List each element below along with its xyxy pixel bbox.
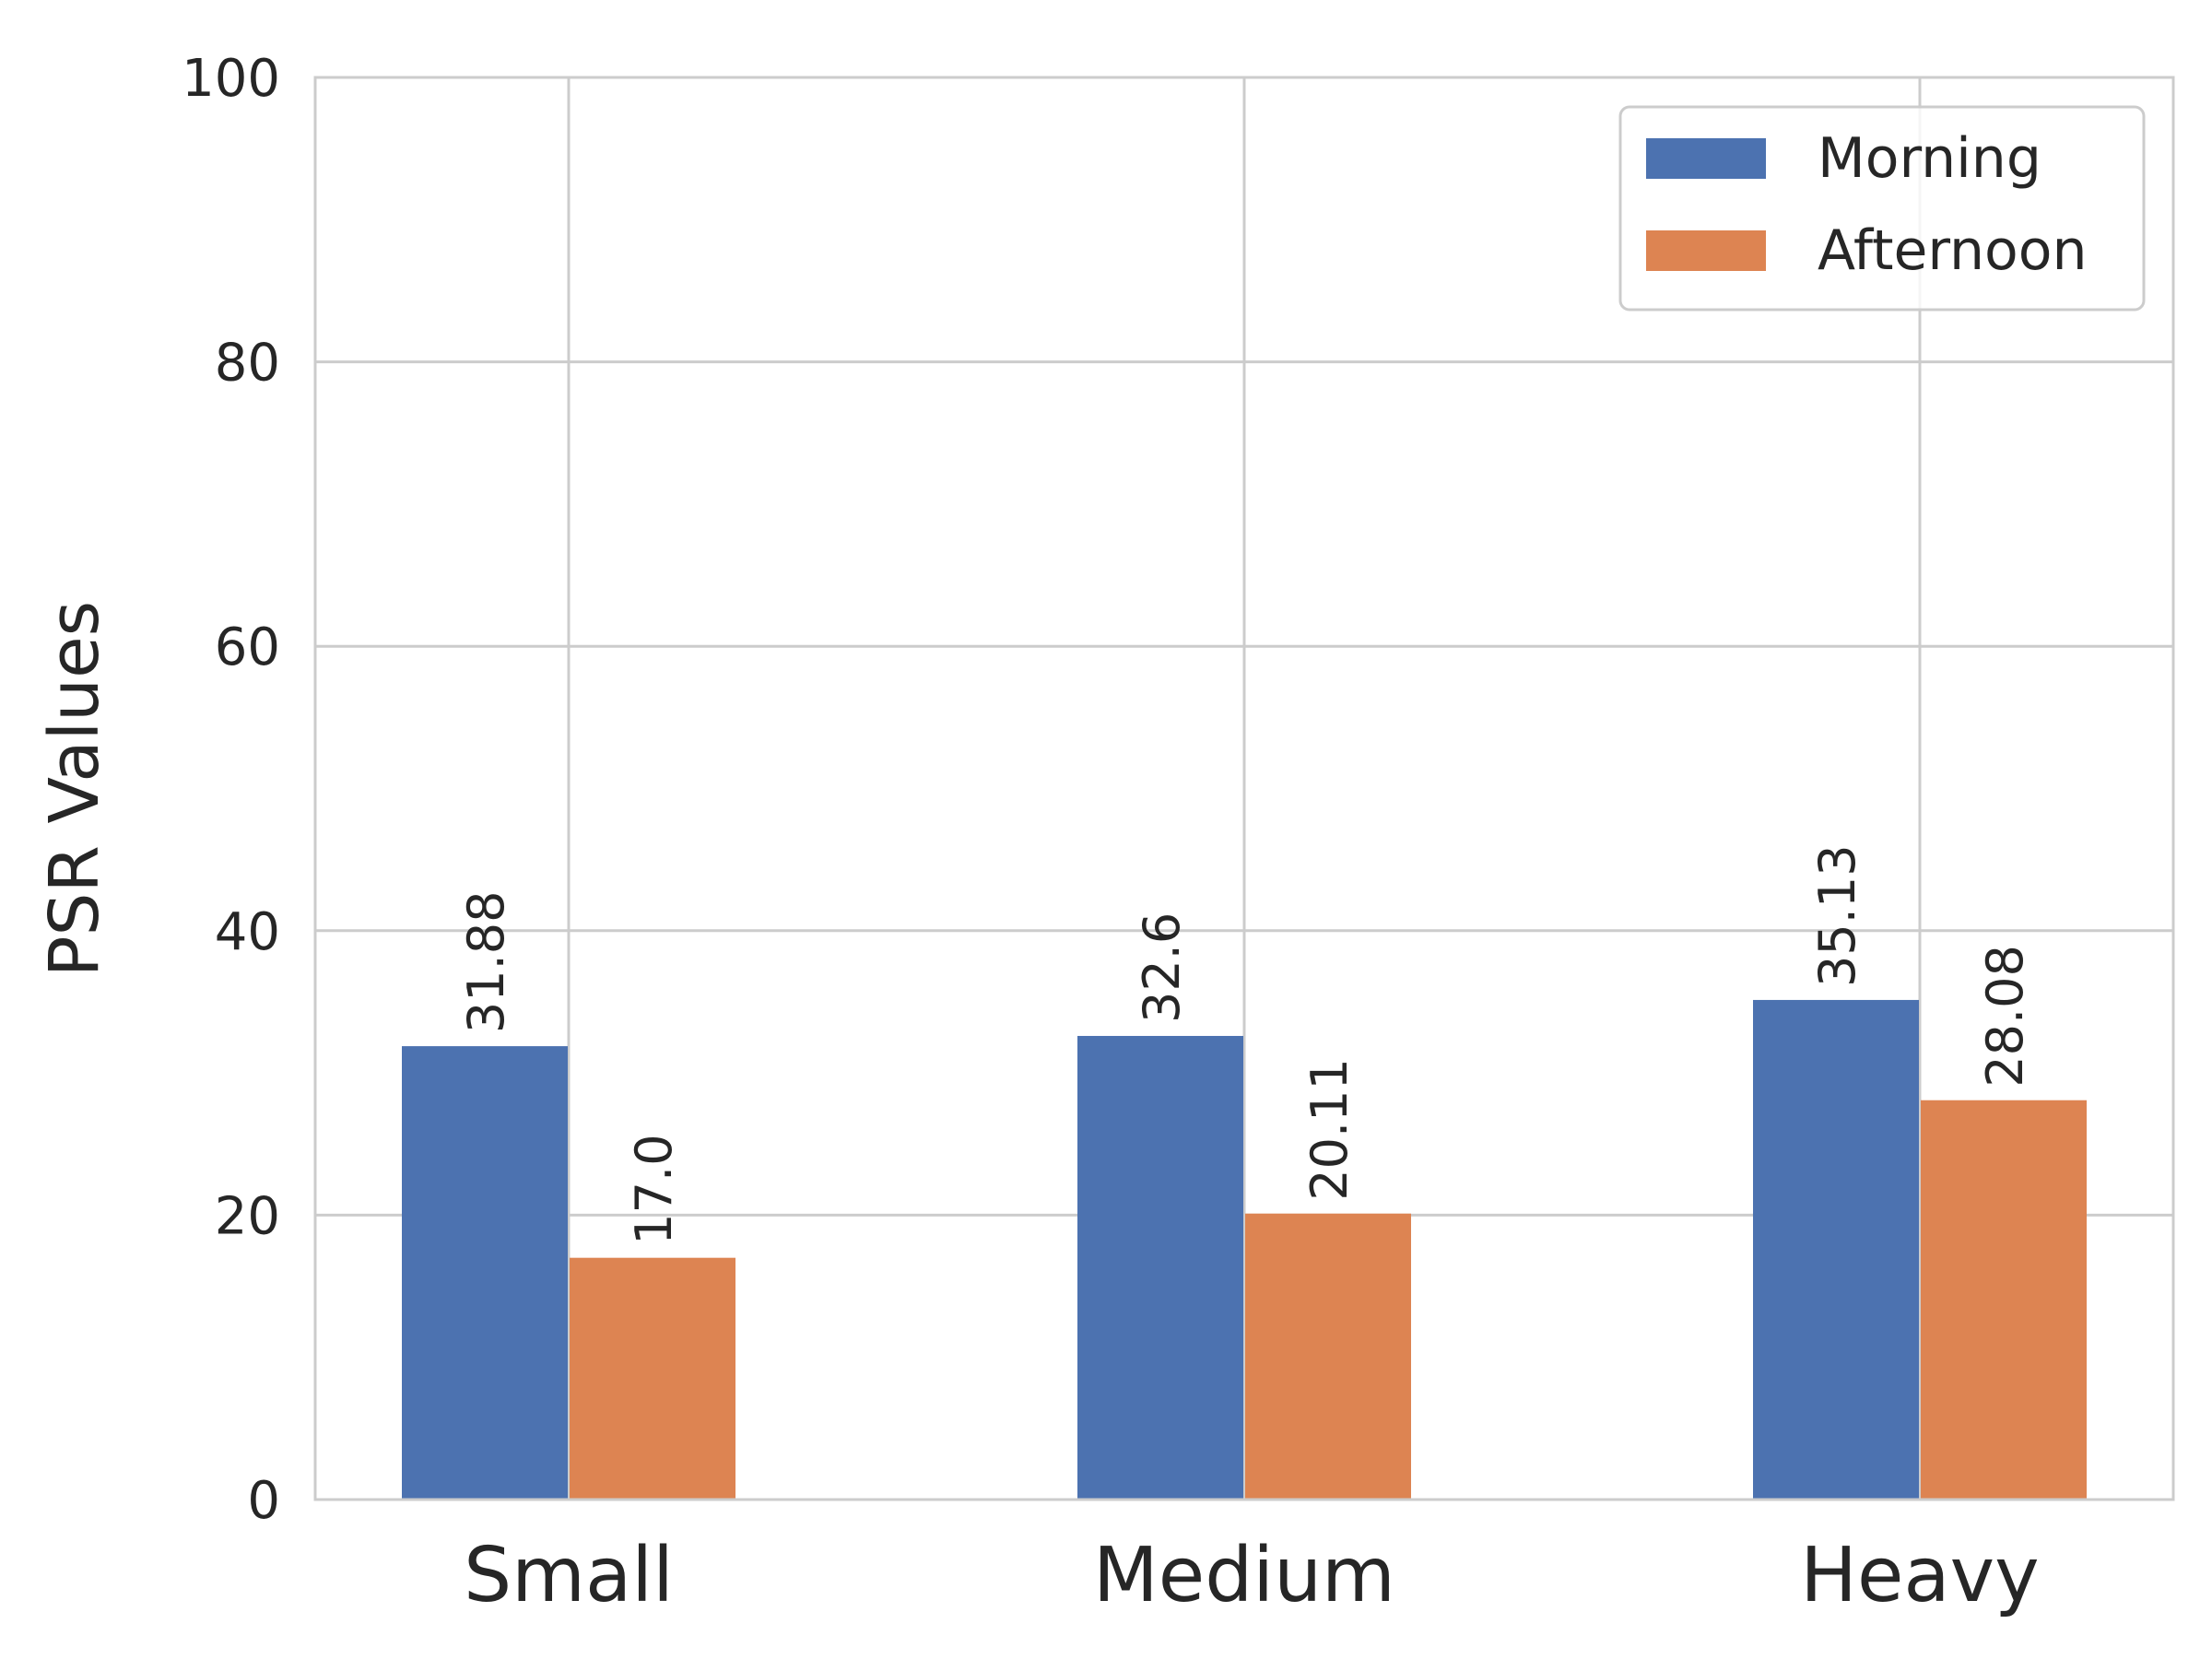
bar-morning-heavy <box>1753 999 1919 1500</box>
legend-label-afternoon: Afternoon <box>1818 218 2088 283</box>
y-tick-label: 80 <box>215 334 280 394</box>
x-tick-label: Heavy <box>1800 1532 2039 1619</box>
y-tick-label: 100 <box>182 49 280 109</box>
data-label: 20.11 <box>1300 1058 1359 1201</box>
y-tick-label: 40 <box>215 902 280 962</box>
x-tick-labels: Small Medium Heavy <box>464 1532 2040 1619</box>
legend-swatch-morning <box>1646 138 1766 179</box>
x-tick-label: Medium <box>1093 1532 1395 1619</box>
legend-label-morning: Morning <box>1818 126 2041 191</box>
data-label: 31.88 <box>457 890 515 1033</box>
bar-afternoon-heavy <box>1921 1100 2087 1500</box>
bar-morning-small <box>402 1046 568 1500</box>
plot-border <box>313 76 2175 1501</box>
bar-afternoon-medium <box>1245 1213 1411 1500</box>
bar-morning-medium <box>1077 1035 1243 1500</box>
data-label: 17.0 <box>625 1134 683 1244</box>
y-axis-title: PSR Values <box>35 601 114 977</box>
y-tick-label: 0 <box>247 1471 280 1531</box>
data-label: 32.6 <box>1133 912 1191 1023</box>
data-label: 35.13 <box>1808 844 1866 987</box>
bar-afternoon-small <box>570 1257 735 1500</box>
legend: Morning Afternoon <box>1618 105 2146 312</box>
data-label: 28.08 <box>1976 945 2034 1088</box>
axes-frame <box>313 76 2175 1501</box>
y-tick-label: 20 <box>215 1186 280 1246</box>
legend-swatch-afternoon <box>1646 230 1766 271</box>
y-tick-label: 60 <box>215 618 280 677</box>
bars-layer <box>402 999 2087 1500</box>
x-tick-label: Small <box>464 1532 674 1619</box>
data-labels: 31.88 32.6 35.13 17.0 20.11 28.08 <box>457 844 2034 1244</box>
y-tick-labels: 0 20 40 60 80 100 <box>182 49 280 1531</box>
